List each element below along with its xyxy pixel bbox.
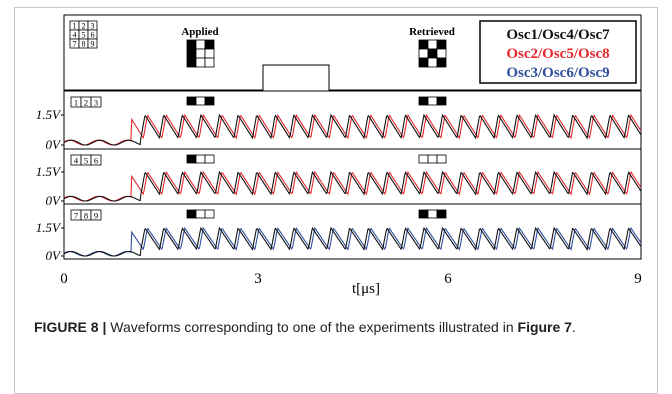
applied-row-cell xyxy=(186,209,197,219)
pattern-cell xyxy=(186,39,197,50)
waveform-trace-primary xyxy=(63,170,642,202)
legend-grid-number: 6 xyxy=(91,31,95,40)
x-axis-label: t[μs] xyxy=(352,281,380,297)
applied-row-cell xyxy=(204,154,215,164)
waveform-panels: 1 2 3 1.5V 0V 4 5 6 1.5V 0V 7 8 9 1.5V 0V xyxy=(36,90,642,263)
retrieved-row-cell xyxy=(418,209,429,219)
panel-index-cell xyxy=(90,154,102,166)
caption-text: Waveforms corresponding to one of the ex… xyxy=(106,319,518,335)
figure-caption: FIGURE 8 | Waveforms corresponding to on… xyxy=(34,317,644,338)
panel-frame xyxy=(63,203,642,260)
input-pulse xyxy=(64,64,641,91)
retrieved-row-cell xyxy=(436,154,447,164)
legend-entry-osc1: Osc1/Osc4/Osc7 xyxy=(506,27,610,43)
caption-end: . xyxy=(571,319,576,335)
pattern-cell xyxy=(418,48,429,59)
panel-index-number: 2 xyxy=(84,98,88,108)
waveform-trace-primary xyxy=(63,226,642,257)
applied-label: Applied xyxy=(181,26,218,38)
pattern-cell xyxy=(204,57,215,68)
applied-row-cell xyxy=(195,154,206,164)
panel-index-cell xyxy=(90,96,102,108)
applied-row-cell xyxy=(186,96,197,106)
pattern-cell xyxy=(195,39,206,50)
x-tick-6: 6 xyxy=(444,271,452,287)
y-tick-high: 1.5V xyxy=(36,220,62,235)
pattern-cell xyxy=(195,57,206,68)
panel-2: 4 5 6 1.5V 0V xyxy=(36,148,642,208)
pattern-cell xyxy=(418,57,429,68)
pattern-cell xyxy=(427,48,438,59)
pattern-cell xyxy=(195,48,206,59)
pattern-cell xyxy=(186,48,197,59)
panel-index-number: 7 xyxy=(74,211,78,221)
retrieved-row-cell xyxy=(436,209,447,219)
applied-row-cell xyxy=(204,96,215,106)
legend-grid-number: 3 xyxy=(91,22,95,31)
panel-index-number: 6 xyxy=(94,156,98,166)
x-tick-3: 3 xyxy=(254,271,262,287)
x-tick-9: 9 xyxy=(634,271,642,287)
panel-index-number: 5 xyxy=(84,156,88,166)
retrieved-row-cell xyxy=(427,154,438,164)
applied-pattern-icon xyxy=(186,39,215,68)
applied-row-cell xyxy=(186,154,197,164)
pattern-cell xyxy=(204,48,215,59)
legend-entry-osc2: Osc2/Osc5/Osc8 xyxy=(506,46,609,62)
panel-index-number: 3 xyxy=(94,98,98,108)
retrieved-label: Retrieved xyxy=(409,26,455,38)
retrieved-row-cell xyxy=(427,96,438,106)
panel-3: 7 8 9 1.5V 0V xyxy=(36,203,642,263)
legend-entry-osc3: Osc3/Osc6/Osc9 xyxy=(506,65,609,81)
panel-index-number: 8 xyxy=(84,211,88,221)
panel-index-number: 9 xyxy=(94,211,98,221)
x-tick-0: 0 xyxy=(60,271,68,287)
retrieved-row-cell xyxy=(427,209,438,219)
applied-row-cell xyxy=(195,96,206,106)
retrieved-row-cell xyxy=(418,154,429,164)
applied-row-cell xyxy=(204,209,215,219)
waveform-trace-primary xyxy=(63,113,642,146)
retrieved-row-cell xyxy=(436,96,447,106)
legend-grid-number: 4 xyxy=(73,31,77,40)
panel-index-number: 4 xyxy=(74,156,79,166)
retrieved-pattern-icon xyxy=(418,39,447,68)
panel-index-number: 1 xyxy=(74,98,78,108)
pattern-cell xyxy=(436,48,447,59)
y-tick-low: 0V xyxy=(46,248,63,263)
legend-grid: 1 2 3 4 5 6 7 8 9 xyxy=(69,20,98,49)
panel-index-cell xyxy=(90,209,102,221)
legend-grid-number: 8 xyxy=(82,40,86,49)
y-tick-high: 1.5V xyxy=(36,107,62,122)
legend-grid-cell xyxy=(87,38,98,49)
pattern-cell xyxy=(186,57,197,68)
legend-grid-number: 7 xyxy=(73,40,77,49)
pattern-cell xyxy=(436,57,447,68)
legend-box xyxy=(479,20,637,84)
panel-1: 1 2 3 1.5V 0V xyxy=(36,90,642,152)
legend-grid-number: 1 xyxy=(73,22,77,31)
y-tick-low: 0V xyxy=(46,137,63,152)
legend-grid-number: 2 xyxy=(82,22,86,31)
figure-reference-link[interactable]: Figure 7 xyxy=(517,319,572,335)
pattern-cell xyxy=(418,39,429,50)
pattern-cell xyxy=(427,39,438,50)
y-tick-high: 1.5V xyxy=(36,164,62,179)
legend-grid-number: 5 xyxy=(82,31,86,40)
pattern-cell xyxy=(427,57,438,68)
pattern-cell xyxy=(204,39,215,50)
y-tick-low: 0V xyxy=(46,193,63,208)
pattern-cell xyxy=(436,39,447,50)
figure-label: FIGURE 8 | xyxy=(34,319,107,335)
retrieved-row-cell xyxy=(418,96,429,106)
legend-grid-number: 9 xyxy=(91,40,95,49)
applied-row-cell xyxy=(195,209,206,219)
